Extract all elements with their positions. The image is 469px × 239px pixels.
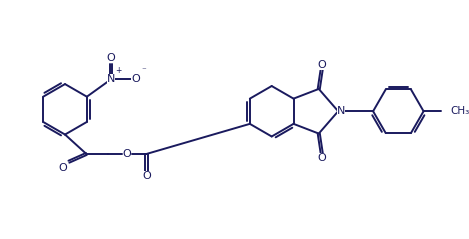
- Text: O: O: [131, 74, 140, 84]
- Text: O: O: [318, 153, 326, 163]
- Text: +: +: [115, 66, 121, 75]
- Text: O: O: [318, 60, 326, 70]
- Text: O: O: [59, 163, 68, 173]
- Text: O: O: [142, 171, 151, 181]
- Text: O: O: [107, 53, 115, 63]
- Text: CH₃: CH₃: [451, 106, 469, 116]
- Text: ⁻: ⁻: [141, 66, 146, 75]
- Text: N: N: [107, 74, 115, 84]
- Text: O: O: [123, 149, 131, 159]
- Text: N: N: [337, 106, 345, 116]
